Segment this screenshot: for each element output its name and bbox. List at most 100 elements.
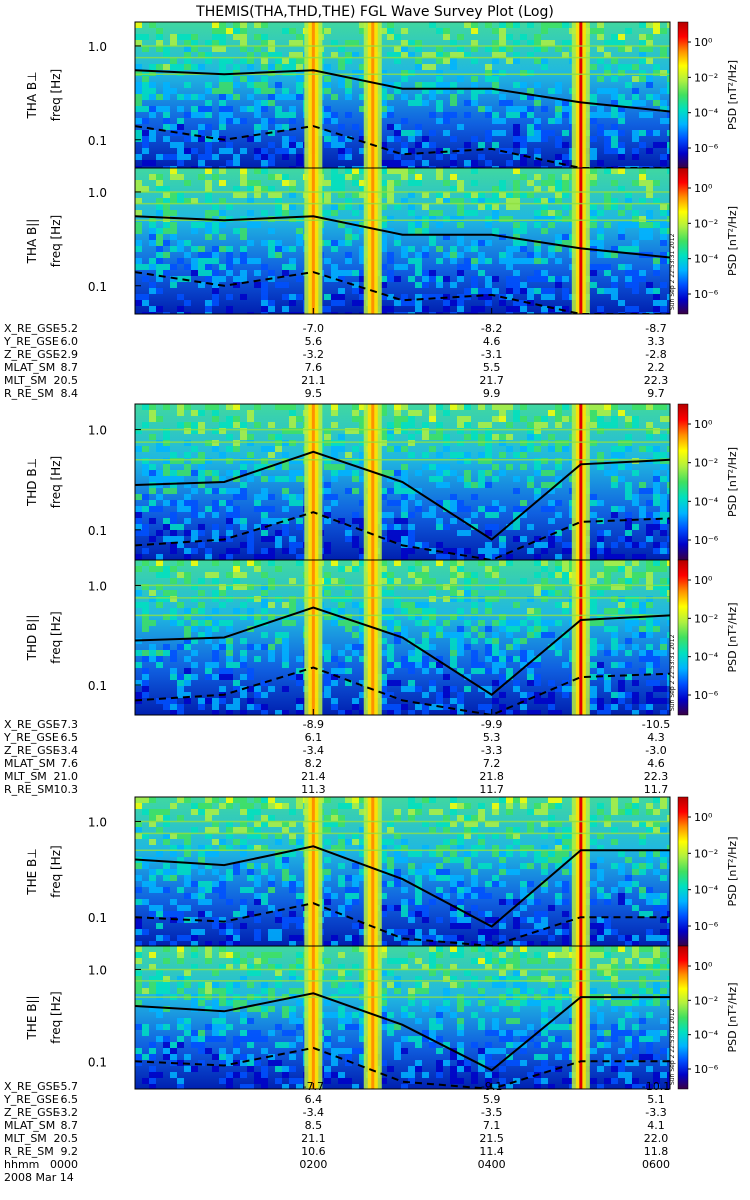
heatmap-cell	[415, 875, 422, 881]
heatmap-cell	[499, 857, 506, 863]
heatmap-cell	[597, 28, 604, 34]
heatmap-cell	[562, 686, 569, 692]
heatmap-cell	[513, 476, 520, 482]
heatmap-cell	[170, 851, 177, 857]
heatmap-cell	[527, 288, 534, 294]
heatmap-cell	[331, 821, 338, 827]
heatmap-cell	[562, 52, 569, 58]
heatmap-cell	[324, 488, 331, 494]
heatmap-cell	[436, 845, 443, 851]
heatmap-cell	[506, 148, 513, 154]
heatmap-cell	[632, 494, 639, 500]
heatmap-cell	[485, 893, 492, 899]
heatmap-cell	[338, 578, 345, 584]
heatmap-cell	[331, 608, 338, 614]
heatmap-cell	[443, 845, 450, 851]
heatmap-cell	[233, 28, 240, 34]
heatmap-cell	[450, 590, 457, 596]
heatmap-cell	[632, 470, 639, 476]
heatmap-cell	[345, 88, 352, 94]
heatmap-cell	[254, 524, 261, 530]
heatmap-cell	[205, 982, 212, 988]
heatmap-cell	[219, 198, 226, 204]
heatmap-cell	[499, 560, 506, 566]
heatmap-cell	[632, 608, 639, 614]
heatmap-cell	[401, 1036, 408, 1042]
heatmap-cell	[191, 446, 198, 452]
heatmap-cell	[541, 929, 548, 935]
heatmap-cell	[240, 180, 247, 186]
heatmap-cell	[359, 288, 366, 294]
heatmap-cell	[156, 1072, 163, 1078]
heatmap-cell	[513, 234, 520, 240]
heatmap-cell	[604, 560, 611, 566]
heatmap-cell	[387, 857, 394, 863]
heatmap-cell	[506, 899, 513, 905]
heatmap-cell	[506, 626, 513, 632]
heatmap-cell	[667, 584, 670, 590]
heatmap-cell	[261, 154, 268, 160]
heatmap-cell	[597, 428, 604, 434]
heatmap-cell	[485, 458, 492, 464]
heatmap-cell	[177, 542, 184, 548]
heatmap-cell	[646, 704, 653, 710]
heatmap-cell	[352, 935, 359, 941]
heatmap-cell	[219, 1024, 226, 1030]
heatmap-cell	[149, 234, 156, 240]
heatmap-cell	[331, 422, 338, 428]
heatmap-cell	[142, 130, 149, 136]
heatmap-cell	[338, 64, 345, 70]
heatmap-cell	[275, 970, 282, 976]
heatmap-cell	[233, 282, 240, 288]
heatmap-cell	[597, 288, 604, 294]
heatmap-cell	[135, 180, 142, 186]
heatmap-cell	[149, 222, 156, 228]
heatmap-cell	[457, 458, 464, 464]
heatmap-cell	[331, 620, 338, 626]
heatmap-cell	[268, 40, 275, 46]
heatmap-cell	[492, 52, 499, 58]
heatmap-cell	[331, 404, 338, 410]
heatmap-cell	[464, 1000, 471, 1006]
heatmap-cell	[338, 76, 345, 82]
heatmap-cell	[590, 28, 597, 34]
heatmap-cell	[289, 596, 296, 602]
heatmap-cell	[289, 887, 296, 893]
heatmap-cell	[296, 976, 303, 982]
heatmap-cell	[163, 264, 170, 270]
heatmap-cell	[443, 216, 450, 222]
heatmap-cell	[611, 464, 618, 470]
heatmap-cell	[520, 154, 527, 160]
heatmap-cell	[170, 614, 177, 620]
heatmap-cell	[247, 452, 254, 458]
heatmap-cell	[184, 674, 191, 680]
heatmap-cell	[499, 100, 506, 106]
heatmap-cell	[184, 422, 191, 428]
heatmap-cell	[275, 1024, 282, 1030]
heatmap-cell	[331, 674, 338, 680]
heatmap-cell	[380, 650, 387, 656]
heatmap-cell	[324, 590, 331, 596]
heatmap-cell	[156, 494, 163, 500]
heatmap-cell	[177, 845, 184, 851]
heatmap-cell	[191, 893, 198, 899]
heatmap-cell	[485, 656, 492, 662]
heatmap-cell	[597, 234, 604, 240]
heatmap-cell	[359, 851, 366, 857]
heatmap-cell	[226, 827, 233, 833]
heatmap-cell	[282, 154, 289, 160]
heatmap-cell	[275, 192, 282, 198]
heatmap-cell	[513, 638, 520, 644]
heatmap-cell	[240, 797, 247, 803]
heatmap-cell	[639, 52, 646, 58]
heatmap-cell	[492, 851, 499, 857]
heatmap-cell	[268, 100, 275, 106]
heatmap-cell	[422, 1000, 429, 1006]
heatmap-cell	[289, 416, 296, 422]
heatmap-cell	[611, 452, 618, 458]
heatmap-cell	[387, 578, 394, 584]
heatmap-cell	[226, 294, 233, 300]
heatmap-cell	[443, 1060, 450, 1066]
heatmap-cell	[212, 440, 219, 446]
heatmap-cell	[338, 815, 345, 821]
